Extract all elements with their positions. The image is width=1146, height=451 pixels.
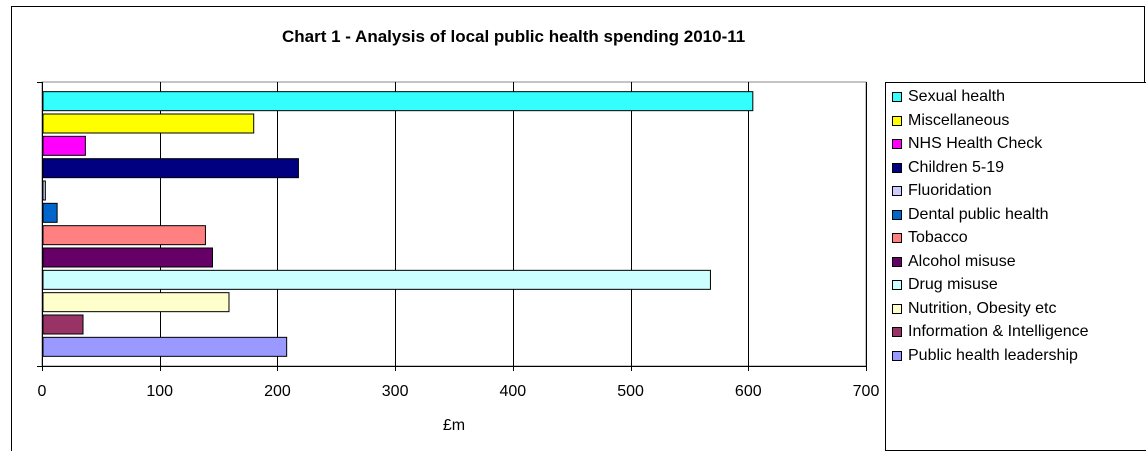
bar — [42, 269, 711, 290]
chart-title: Chart 1 - Analysis of local public healt… — [282, 27, 746, 46]
legend-item: Miscellaneous — [892, 111, 1009, 131]
legend: Sexual health Miscellaneous NHS Health Che… — [885, 82, 1146, 451]
legend-swatch — [892, 327, 902, 337]
legend-label: Information & Intelligence — [908, 323, 1089, 340]
legend-label: Alcohol misuse — [908, 252, 1016, 270]
x-tick-label: 400 — [500, 383, 527, 400]
legend-swatch — [892, 303, 902, 314]
x-tick-label: 100 — [146, 383, 173, 400]
bar — [42, 113, 255, 134]
legend-swatch — [892, 280, 902, 290]
bar — [42, 158, 299, 179]
legend-item: Dental public health — [892, 205, 1049, 225]
legend-item: Nutrition, Obesity etc — [892, 299, 1057, 319]
legend-label: Public health leadership — [908, 346, 1078, 364]
bar — [42, 314, 84, 335]
bar — [42, 292, 230, 313]
legend-item: Children 5-19 — [892, 158, 1004, 178]
legend-swatch — [892, 350, 902, 361]
legend-swatch — [892, 92, 902, 102]
legend-swatch — [892, 162, 902, 173]
legend-item: Tobacco — [892, 228, 968, 248]
legend-label: Miscellaneous — [908, 111, 1010, 129]
legend-label: Nutrition, Obesity etc — [908, 299, 1057, 317]
bar — [42, 225, 206, 246]
x-tick-label: 200 — [264, 383, 291, 400]
legend-label: Drug misuse — [908, 276, 998, 293]
bar — [42, 336, 288, 357]
legend-swatch — [892, 186, 902, 196]
legend-item: Sexual health — [892, 87, 1005, 107]
x-tick-label: 300 — [382, 383, 409, 400]
bar — [42, 247, 214, 268]
plot-area: 0 100 200 300 400 500 600 700 £m — [37, 81, 880, 434]
bar — [42, 180, 46, 201]
bar — [42, 202, 58, 223]
legend-item: Alcohol misuse — [892, 252, 1016, 272]
x-tick-label: 0 — [38, 383, 47, 400]
legend-item: Drug misuse — [892, 275, 998, 295]
x-tick-label: 700 — [853, 383, 880, 400]
legend-label: Sexual health — [908, 88, 1005, 105]
legend-label: Children 5-19 — [908, 158, 1005, 176]
legend-label: Fluoridation — [908, 182, 992, 199]
bar — [42, 135, 86, 156]
legend-item: Fluoridation — [892, 181, 992, 201]
legend-item: NHS Health Check — [892, 134, 1042, 154]
legend-label: NHS Health Check — [908, 135, 1043, 152]
legend-item: Public health leadership — [892, 346, 1078, 366]
bar — [42, 91, 754, 112]
x-tick-label: 500 — [617, 383, 644, 400]
legend-label: Tobacco — [908, 229, 968, 246]
legend-swatch — [892, 209, 902, 220]
legend-item: Information & Intelligence — [892, 322, 1089, 342]
legend-swatch — [892, 256, 902, 267]
x-axis-label: £m — [443, 417, 465, 434]
legend-swatch — [892, 139, 902, 149]
x-tick-label: 600 — [735, 383, 762, 400]
legend-label: Dental public health — [908, 205, 1049, 223]
legend-swatch — [892, 233, 902, 243]
legend-swatch — [892, 115, 902, 126]
